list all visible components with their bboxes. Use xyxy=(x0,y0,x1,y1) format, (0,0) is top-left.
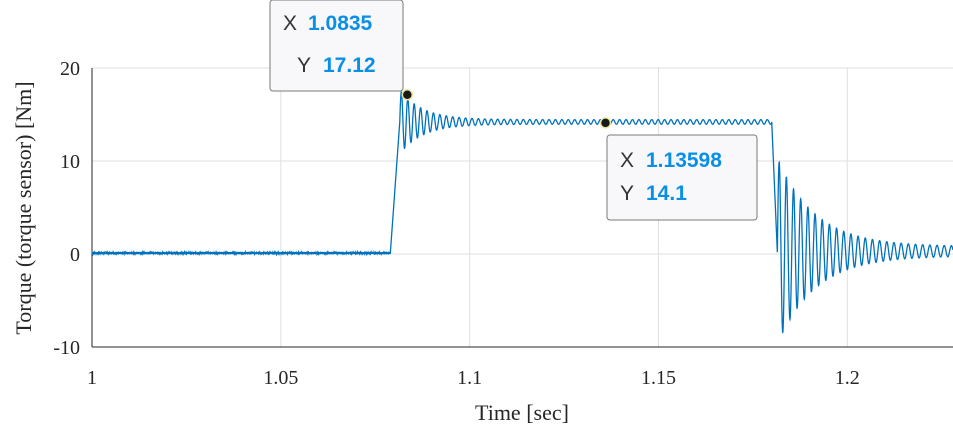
x-tick-labels: 1 1.05 1.1 1.15 1.2 xyxy=(87,367,860,389)
y-axis-label: Torque (torque sensor) [Nm] xyxy=(11,81,36,334)
y-tick-label: 10 xyxy=(60,151,80,173)
x-tick-label: 1 xyxy=(87,367,97,389)
datatip-1-marker[interactable] xyxy=(401,89,414,101)
datatip-1-y-value: 17.12 xyxy=(323,54,376,77)
datatip-2-y-label: Y xyxy=(620,182,634,205)
datatip-2-x-label: X xyxy=(620,149,634,172)
datatip-1[interactable]: X 1.0835 Y 17.12 xyxy=(269,0,404,92)
datatip-2-y-value: 14.1 xyxy=(646,182,687,205)
y-tick-label: 20 xyxy=(60,58,80,80)
x-tick-label: 1.1 xyxy=(457,367,482,389)
torque-series-line xyxy=(91,90,953,334)
x-tick-label: 1.05 xyxy=(263,367,298,389)
x-axis-label: Time [sec] xyxy=(475,400,569,425)
y-tick-label: -10 xyxy=(53,337,80,359)
datatip-1-box xyxy=(269,0,404,92)
y-tick-label: 0 xyxy=(70,244,80,266)
axes xyxy=(91,68,953,348)
y-tick-labels: 20 10 0 -10 xyxy=(53,58,80,359)
datatip-2-marker[interactable] xyxy=(599,117,612,129)
x-tick-label: 1.15 xyxy=(641,367,676,389)
datatip-1-x-label: X xyxy=(283,12,297,35)
datatip-2-box xyxy=(606,134,758,221)
datatip-1-y-label: Y xyxy=(297,54,311,77)
datatip-2[interactable]: X 1.13598 Y 14.1 xyxy=(606,134,758,221)
grid-lines xyxy=(91,67,953,348)
datatip-2-x-value: 1.13598 xyxy=(646,149,722,172)
x-tick-label: 1.2 xyxy=(835,367,860,389)
datatip-1-x-value: 1.0835 xyxy=(308,12,373,35)
